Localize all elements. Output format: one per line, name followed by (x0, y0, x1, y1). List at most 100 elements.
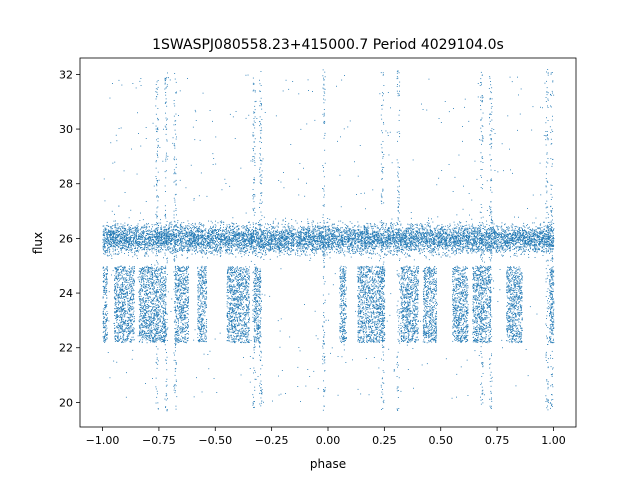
data-point (209, 244, 210, 245)
data-point (396, 233, 397, 234)
data-point (306, 252, 307, 253)
data-point (118, 232, 119, 233)
data-point (141, 234, 142, 235)
data-point (535, 251, 536, 252)
data-point (180, 229, 181, 230)
data-point (431, 240, 432, 241)
data-point (244, 254, 245, 255)
data-point (140, 248, 141, 249)
data-point (156, 249, 157, 250)
data-point (217, 244, 218, 245)
data-point (169, 223, 170, 224)
data-point (419, 243, 420, 244)
data-point (380, 228, 381, 229)
data-point (138, 251, 139, 252)
data-point (177, 243, 178, 244)
data-point (357, 241, 358, 242)
data-point (454, 242, 455, 243)
data-point (363, 250, 364, 251)
data-point (225, 241, 226, 242)
data-point (217, 246, 218, 247)
data-point (370, 250, 371, 251)
data-point (540, 229, 541, 230)
data-point (236, 227, 237, 228)
data-point (260, 226, 261, 227)
data-point (401, 235, 402, 236)
data-point (507, 243, 508, 244)
data-point (534, 239, 535, 240)
data-point (277, 230, 278, 231)
data-point (325, 241, 326, 242)
data-point (323, 248, 324, 249)
data-point (396, 245, 397, 246)
data-point (247, 228, 248, 229)
data-point (491, 233, 492, 234)
data-point (430, 233, 431, 234)
data-point (194, 251, 195, 252)
data-point (512, 230, 513, 231)
data-point (438, 232, 439, 233)
data-point (216, 250, 217, 251)
data-point (485, 230, 486, 231)
data-point (146, 223, 147, 224)
data-point (103, 226, 104, 227)
data-point (242, 251, 243, 252)
data-point (494, 242, 495, 243)
data-point (456, 244, 457, 245)
data-point (553, 233, 554, 234)
data-point (411, 240, 412, 241)
data-point (281, 246, 282, 247)
data-point (275, 227, 276, 228)
data-point (250, 231, 251, 232)
data-point (526, 247, 527, 248)
data-point (303, 228, 304, 229)
data-point (199, 227, 200, 228)
data-point (226, 241, 227, 242)
data-point (105, 246, 106, 247)
data-point (316, 233, 317, 234)
data-point (462, 248, 463, 249)
data-point (463, 246, 464, 247)
data-point (342, 250, 343, 251)
data-point (173, 230, 174, 231)
data-point (330, 232, 331, 233)
data-point (454, 225, 455, 226)
data-point (339, 234, 340, 235)
data-point (547, 246, 548, 247)
data-point (203, 241, 204, 242)
data-point (206, 248, 207, 249)
data-point (532, 240, 533, 241)
data-point (340, 221, 341, 222)
data-point (404, 230, 405, 231)
data-point (446, 252, 447, 253)
data-point (206, 232, 207, 233)
data-point (322, 240, 323, 241)
data-point (131, 235, 132, 236)
data-point (301, 245, 302, 246)
data-point (436, 242, 437, 243)
data-point (310, 240, 311, 241)
data-point (197, 243, 198, 244)
data-point (115, 250, 116, 251)
data-point (344, 254, 345, 255)
data-point (256, 233, 257, 234)
data-point (214, 240, 215, 241)
data-point (169, 225, 170, 226)
data-point (368, 236, 369, 237)
data-point (308, 227, 309, 228)
data-point (450, 224, 451, 225)
data-point (231, 251, 232, 252)
data-point (405, 244, 406, 245)
data-point (169, 240, 170, 241)
data-point (361, 231, 362, 232)
data-point (385, 239, 386, 240)
data-point (308, 242, 309, 243)
data-point (152, 249, 153, 250)
data-point (402, 245, 403, 246)
data-point (368, 228, 369, 229)
data-point (215, 227, 216, 228)
data-point (107, 232, 108, 233)
data-point (510, 240, 511, 241)
data-point (260, 252, 261, 253)
